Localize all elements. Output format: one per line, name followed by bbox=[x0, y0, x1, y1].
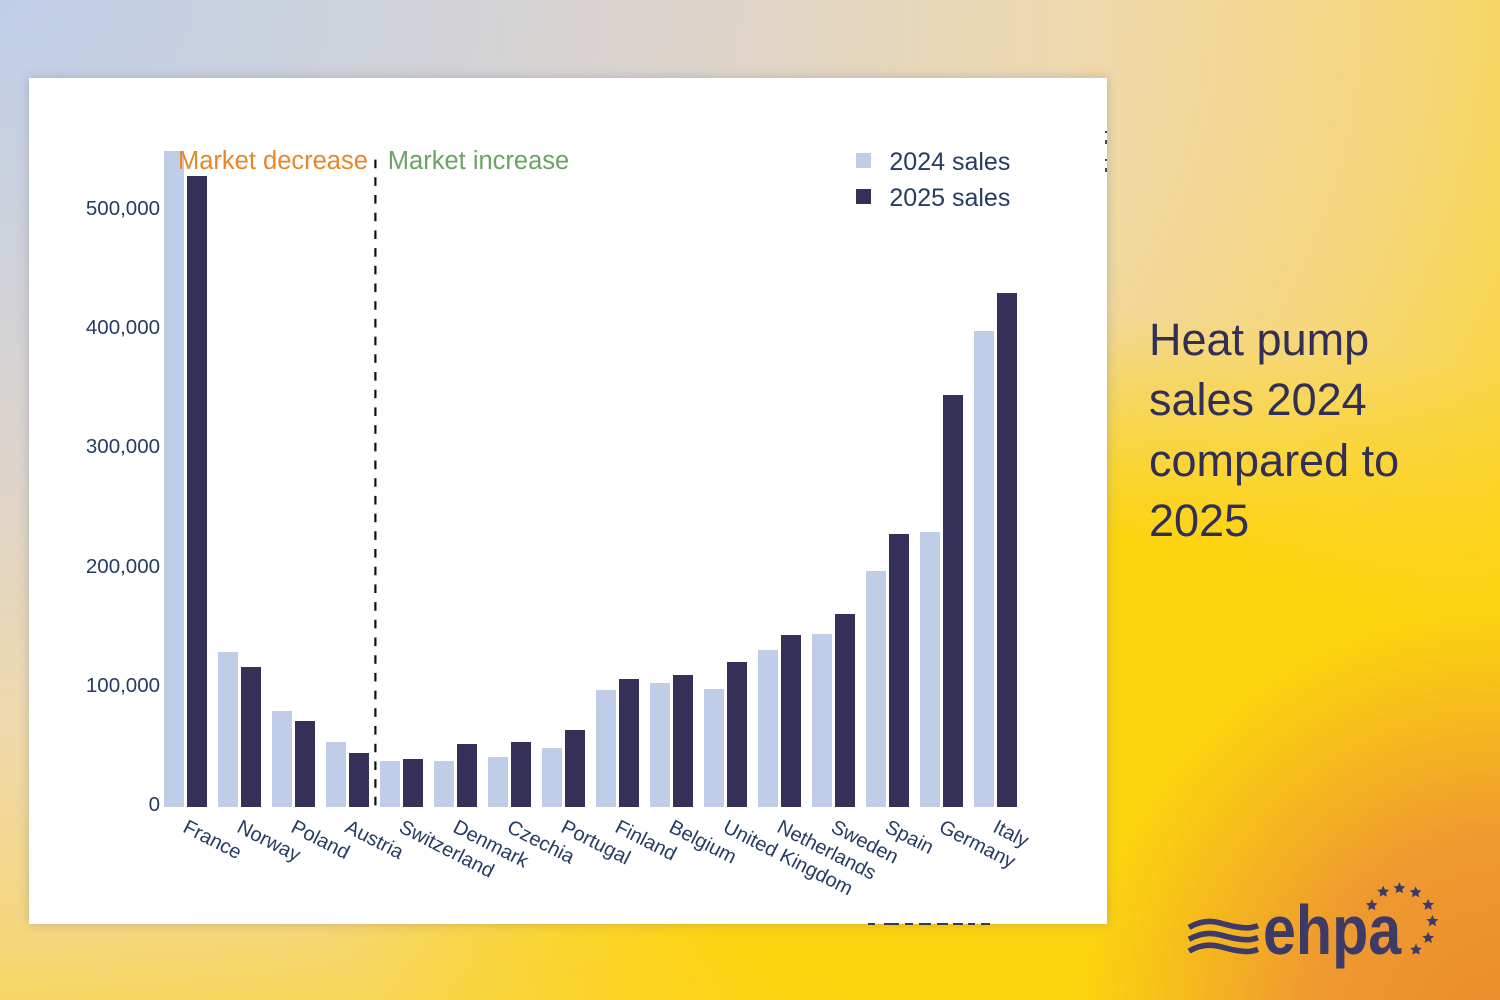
svg-text:ehpa: ehpa bbox=[1263, 890, 1402, 969]
